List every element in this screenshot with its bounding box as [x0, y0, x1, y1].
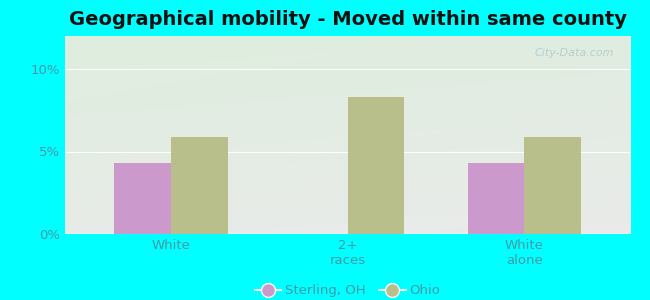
Bar [114, 163, 171, 234]
Legend: Sterling, OH, Ohio: Sterling, OH, Ohio [250, 279, 446, 300]
Bar [171, 136, 228, 234]
Bar [525, 136, 581, 234]
Title: Geographical mobility - Moved within same county: Geographical mobility - Moved within sam… [69, 10, 627, 29]
Bar [348, 97, 404, 234]
Bar [468, 163, 525, 234]
Text: City-Data.com: City-Data.com [534, 48, 614, 58]
